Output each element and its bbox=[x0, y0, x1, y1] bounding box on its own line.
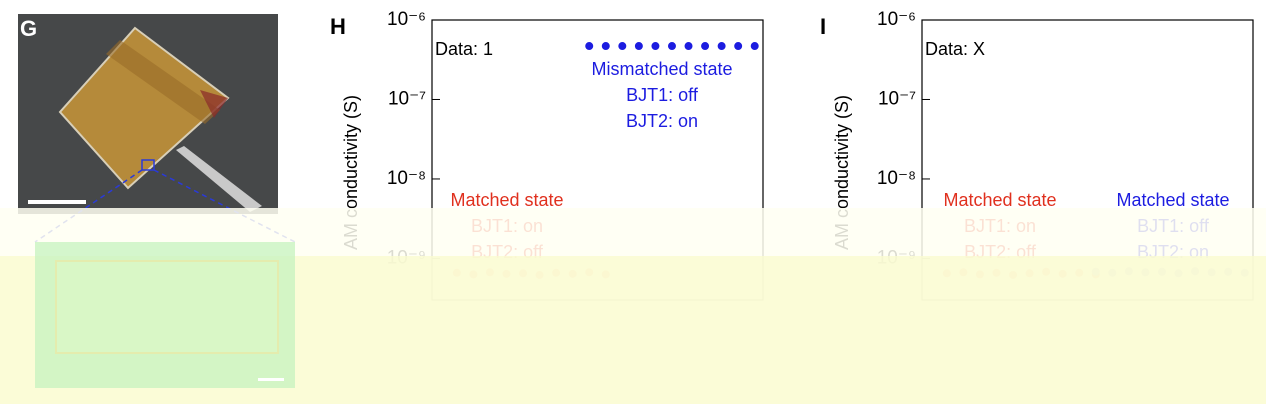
panel-label: G bbox=[20, 16, 37, 41]
y-tick-label: 10⁻⁷ bbox=[388, 88, 426, 109]
y-tick-label: 10⁻⁷ bbox=[878, 88, 916, 109]
annotation: Matched state bbox=[450, 190, 563, 210]
annotation: BJT2: on bbox=[626, 111, 698, 131]
zoom-line bbox=[34, 169, 143, 243]
annotation: Matched state bbox=[943, 190, 1056, 210]
data-point bbox=[651, 42, 660, 51]
y-tick-label: 10⁻⁸ bbox=[877, 168, 916, 189]
data-point bbox=[585, 42, 594, 51]
data-point bbox=[601, 42, 610, 51]
zoom-detail bbox=[55, 260, 279, 354]
chip bbox=[58, 26, 230, 190]
data-point bbox=[734, 42, 743, 51]
data-point bbox=[701, 42, 710, 51]
y-tick-label: 10⁻⁸ bbox=[387, 168, 426, 189]
annotation: Matched state bbox=[1116, 190, 1229, 210]
annotation: Mismatched state bbox=[591, 59, 732, 79]
panel-label: I bbox=[820, 14, 826, 39]
data-point bbox=[667, 42, 676, 51]
data-label: Data: X bbox=[925, 39, 985, 59]
annotation: BJT1: off bbox=[626, 85, 699, 105]
data-point bbox=[684, 42, 693, 51]
y-tick-label: 10⁻⁶ bbox=[877, 9, 916, 30]
data-label: Data: 1 bbox=[435, 39, 493, 59]
inset-scale-bar bbox=[258, 378, 284, 381]
y-tick-label: 10⁻⁶ bbox=[387, 9, 426, 30]
panel-label: H bbox=[330, 14, 346, 39]
data-point bbox=[750, 42, 759, 51]
zoom-box bbox=[141, 159, 155, 171]
chip-stripe bbox=[106, 40, 220, 124]
data-point bbox=[618, 42, 627, 51]
tweezer bbox=[176, 146, 262, 212]
data-point bbox=[634, 42, 643, 51]
data-point bbox=[717, 42, 726, 51]
chip-edge bbox=[200, 90, 228, 118]
